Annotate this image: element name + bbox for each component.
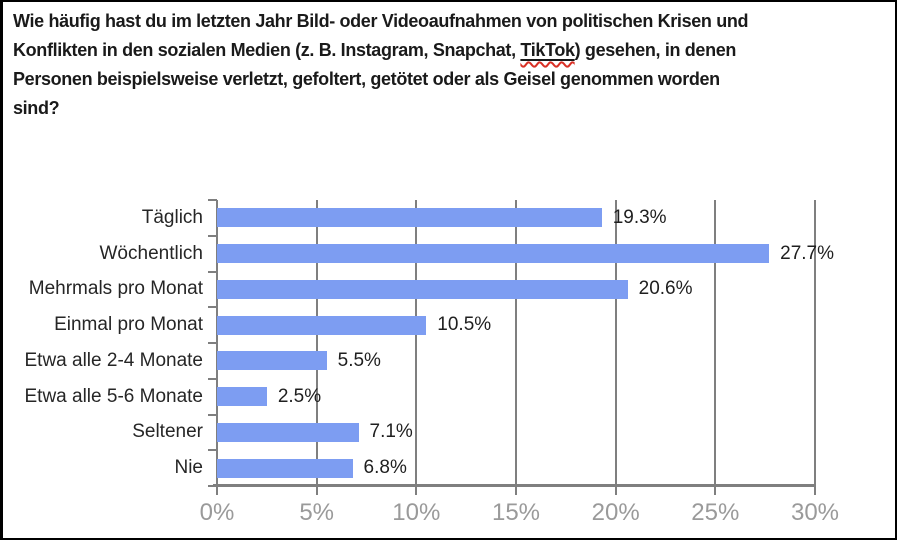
category-label: Wöchentlich: [99, 243, 204, 264]
bar-chart-plot-area: Täglich 19.3% Wöchentlich 27.7% Mehrmals pro…: [25, 199, 839, 526]
y-axis-line: [216, 200, 218, 486]
x-axis-tick: [216, 486, 218, 495]
bar-value-label: 27.7%: [780, 243, 835, 264]
y-axis-tick: [208, 378, 217, 380]
bar: [217, 423, 359, 442]
question-text: Konflikten in den sozialen Medien (z. B.…: [13, 40, 521, 60]
bar-value-label: 6.8%: [363, 457, 407, 478]
question-line-3: Personen beispielsweise verletzt, gefolt…: [13, 65, 748, 94]
category-label: Etwa alle 5-6 Monate: [24, 386, 204, 407]
bar-value-label: 20.6%: [638, 278, 693, 299]
category-label: Etwa alle 2-4 Monate: [24, 350, 204, 371]
question-text: Wie häufig hast du im letzten Jahr Bild-…: [13, 11, 749, 31]
x-tick-label: 20%: [591, 499, 640, 526]
tiktok-underlined-word: TikTok: [520, 40, 575, 60]
bar: [217, 459, 353, 478]
x-gridline: [315, 200, 318, 486]
category-label: Seltener: [132, 421, 203, 442]
category-label: Nie: [174, 457, 203, 478]
x-gridline: [415, 200, 418, 486]
bar-value-label: 5.5%: [337, 350, 381, 371]
bar-value-label: 10.5%: [437, 314, 492, 335]
category-label: Einmal pro Monat: [54, 314, 203, 335]
y-axis-tick: [208, 449, 217, 451]
y-axis-tick: [208, 414, 217, 416]
y-axis-tick: [208, 271, 217, 273]
question-line-4: sind?: [13, 94, 748, 123]
category-label: Mehrmals pro Monat: [28, 278, 203, 299]
x-gridline: [515, 200, 517, 486]
y-axis-tick: [208, 199, 217, 201]
x-axis-line: [213, 484, 816, 487]
bar-value-label: 2.5%: [277, 386, 322, 407]
x-axis-tick: [714, 486, 717, 495]
y-axis-tick: [208, 342, 217, 344]
x-gridline: [714, 200, 717, 486]
bar: [217, 387, 267, 406]
bar: [217, 208, 602, 227]
x-axis-tick: [415, 486, 418, 495]
y-axis-tick: [208, 235, 217, 237]
x-tick-label: 5%: [299, 499, 334, 526]
x-axis-tick: [614, 486, 617, 495]
question-line-1: Wie häufig hast du im letzten Jahr Bild-…: [13, 7, 748, 36]
question-text: sind?: [13, 98, 60, 118]
y-axis-tick: [208, 485, 217, 487]
x-gridline: [614, 200, 617, 486]
y-axis-tick: [208, 306, 217, 308]
x-gridline: [814, 200, 816, 486]
question-line-2: Konflikten in den sozialen Medien (z. B.…: [13, 36, 748, 65]
question-text: ) gesehen, in denen: [574, 40, 737, 60]
x-axis-tick: [315, 486, 318, 495]
bar: [217, 316, 427, 335]
x-tick-label: 10%: [392, 499, 441, 526]
category-label: Täglich: [141, 207, 203, 228]
x-tick-label: 30%: [790, 499, 840, 526]
x-axis-tick: [515, 486, 517, 495]
bar: [217, 244, 770, 263]
x-tick-label: 25%: [691, 499, 740, 526]
x-tick-label: 15%: [491, 499, 541, 526]
question-text: Personen beispielsweise verletzt, gefolt…: [13, 69, 720, 89]
x-axis-tick: [814, 486, 816, 495]
bar-value-label: 7.1%: [369, 421, 413, 442]
bar: [217, 280, 628, 299]
question-title: Wie häufig hast du im letzten Jahr Bild-…: [13, 7, 748, 123]
x-tick-label: 0%: [199, 499, 235, 526]
bar: [217, 351, 327, 370]
bar-value-label: 19.3%: [612, 207, 667, 228]
